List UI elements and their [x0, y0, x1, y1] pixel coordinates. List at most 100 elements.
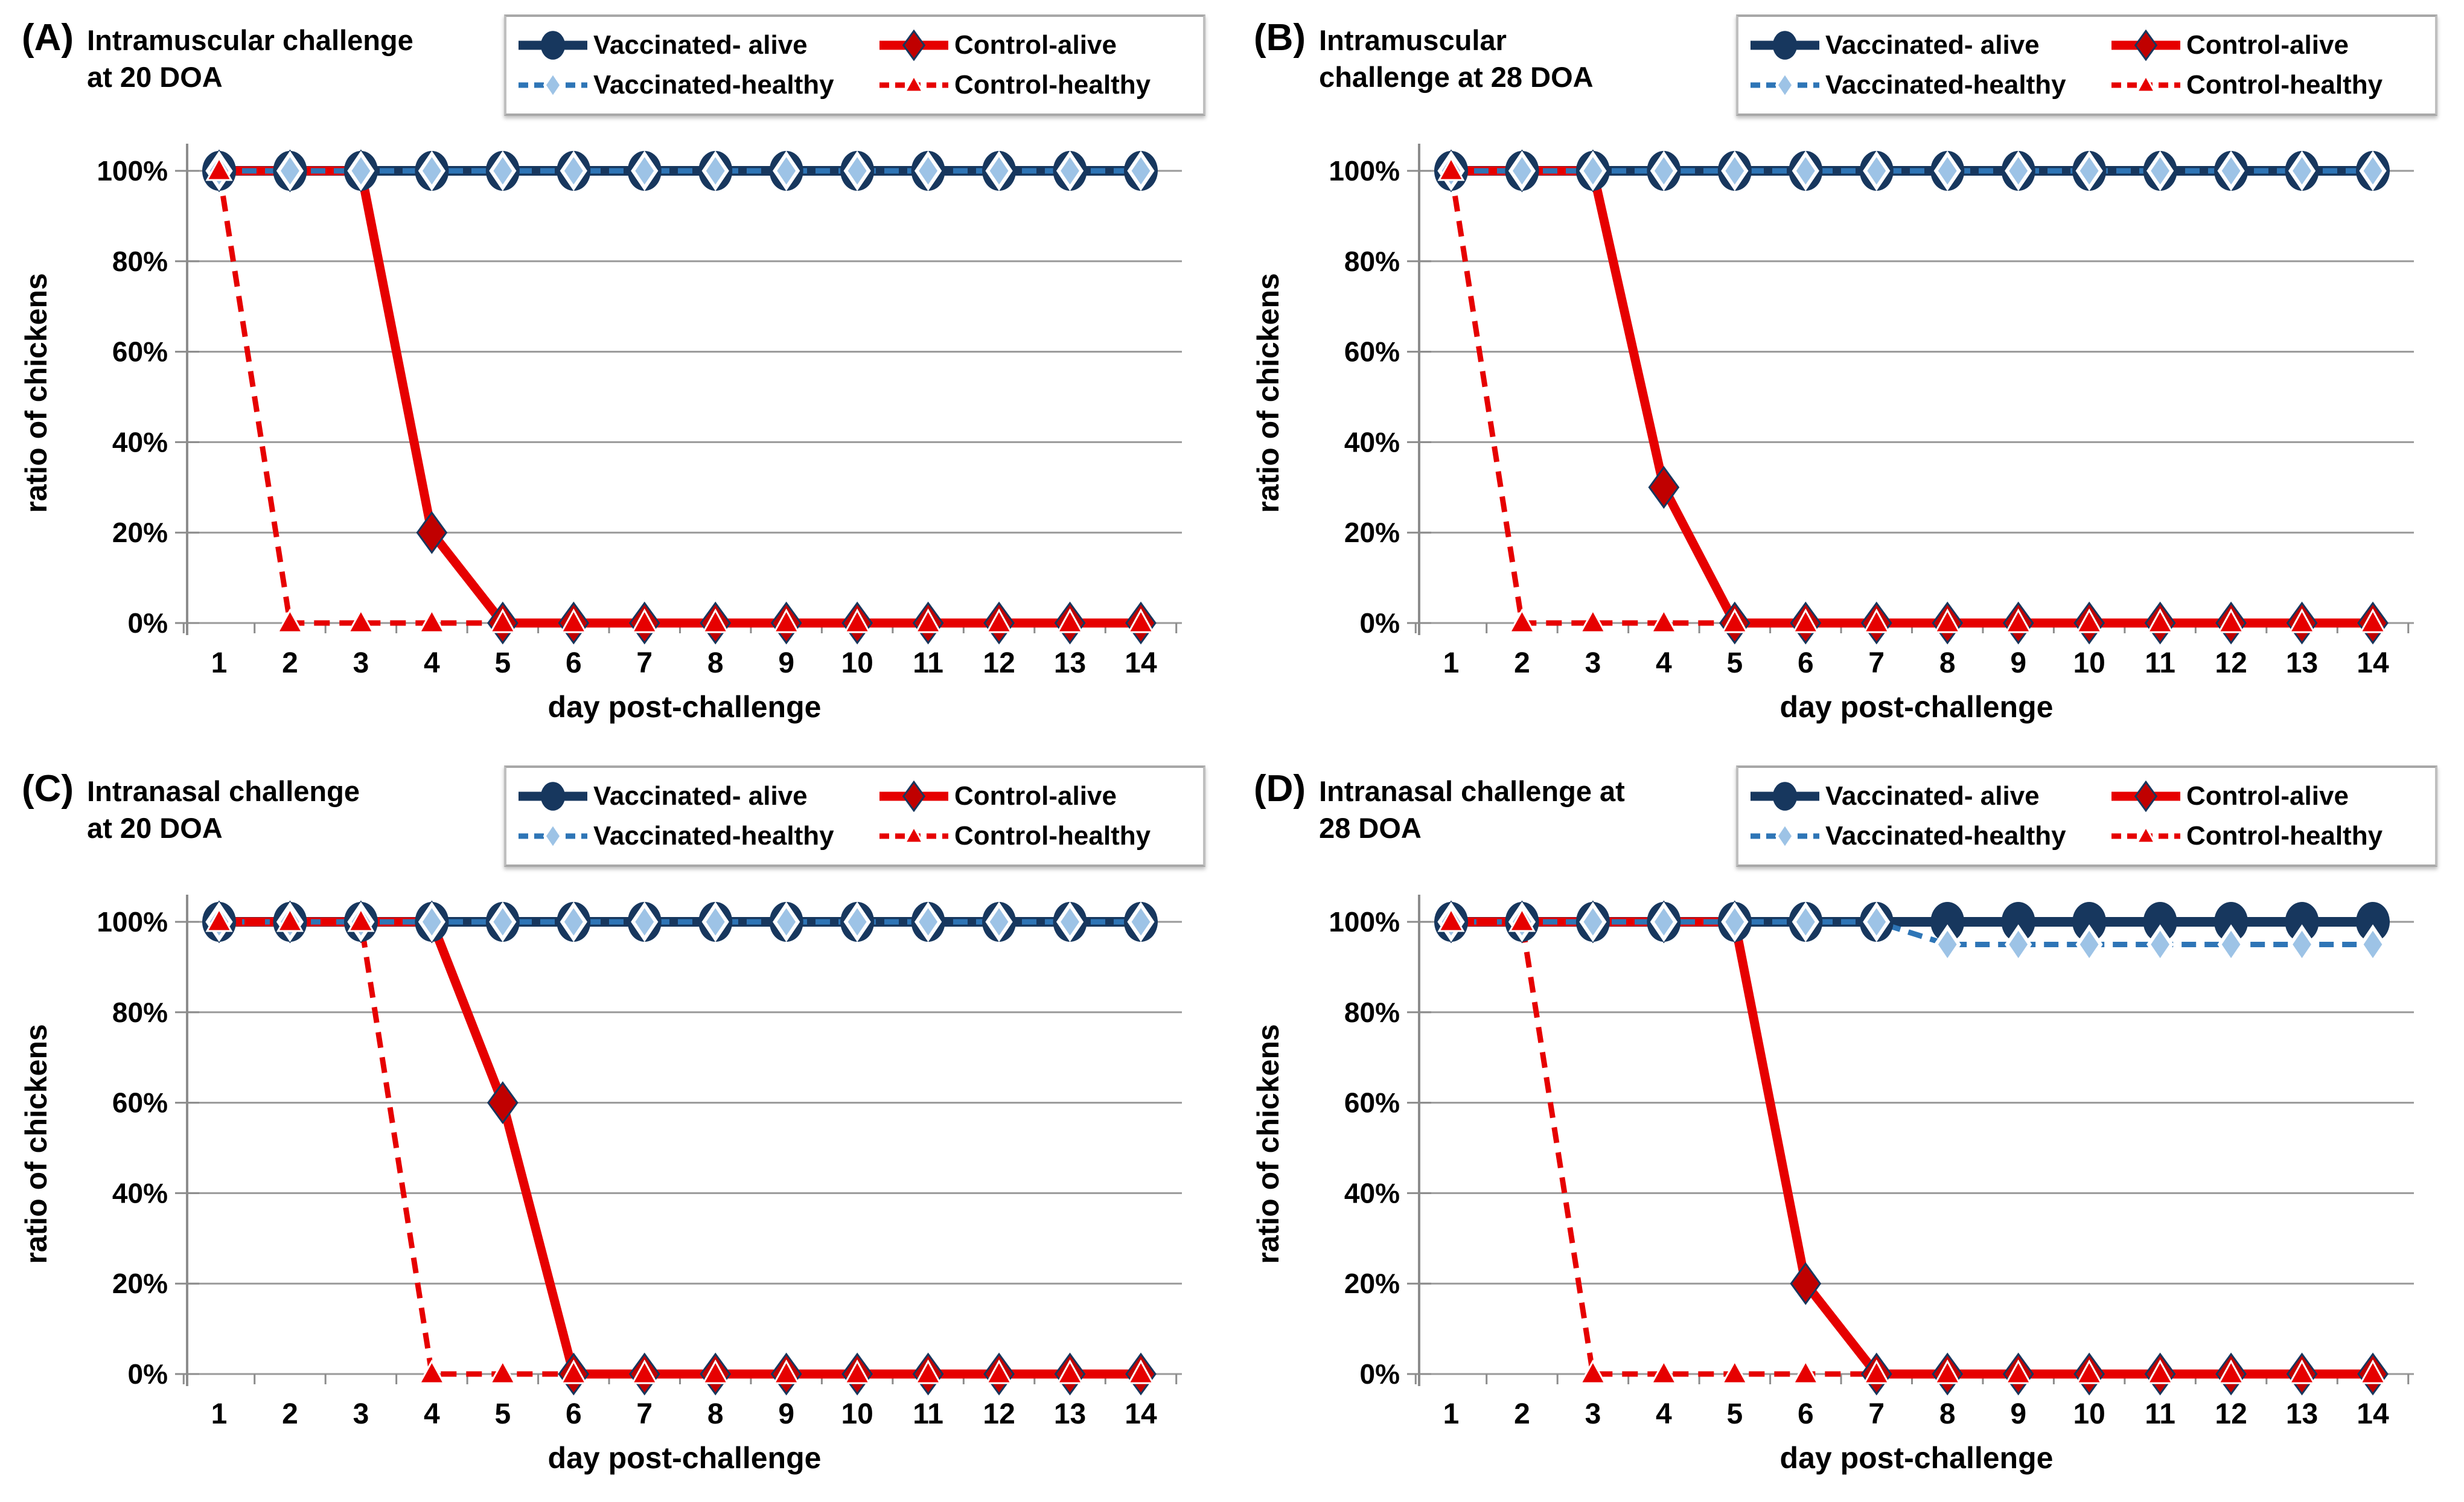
legend-label: Vaccinated- alive	[593, 781, 808, 811]
line-vaccinated_healthy	[1451, 919, 2373, 947]
tick-labels: 0%20%40%60%80%100%1 2 3 4 5 6 7 8 9 10 11 12 13 14	[97, 155, 1157, 679]
legend-entry-vaccinated-healthy: Vaccinated-healthy	[1748, 820, 2109, 852]
legend-label: Control-healthy	[2186, 70, 2383, 100]
svg-text:13: 13	[1054, 647, 1086, 679]
panel-d-title-line2: 28 DOA	[1319, 812, 1422, 845]
svg-text:20%: 20%	[112, 517, 168, 548]
svg-text:3: 3	[1585, 1398, 1601, 1430]
vaccinated-alive-line-icon	[519, 781, 587, 811]
legend-label: Control-healthy	[2186, 821, 2383, 851]
legend-entry-vaccinated-alive: Vaccinated- alive	[516, 30, 877, 61]
legend-label: Vaccinated- alive	[593, 30, 808, 60]
svg-text:100%: 100%	[1329, 155, 1400, 187]
svg-text:6: 6	[1798, 1398, 1814, 1430]
x-axis-title: day post-challenge	[547, 1441, 822, 1475]
axes	[175, 144, 1178, 635]
control-healthy-line-icon	[879, 825, 948, 844]
svg-text:14: 14	[1125, 647, 1157, 679]
vaccinated-alive-line-icon	[1751, 781, 1819, 811]
svg-text:20%: 20%	[112, 1268, 168, 1299]
panel-a-title-line1: Intramuscular challenge	[87, 24, 413, 56]
panel-b-title: Intramuscular challenge at 28 DOA	[1319, 18, 1594, 95]
legend: Vaccinated- alive Control-alive Vaccinat…	[504, 765, 1205, 867]
legend-entry-control-healthy: Control-healthy	[877, 820, 1193, 852]
svg-text:80%: 80%	[112, 246, 168, 277]
chart-plot-b: 0%20%40%60%80%100%1 2 3 4 5 6 7 8 9 10 11 12 13 14	[1329, 144, 2414, 679]
legend-entry-control-healthy: Control-healthy	[877, 69, 1193, 101]
x-axis-title: day post-challenge	[1779, 690, 2054, 724]
svg-text:10: 10	[841, 1398, 873, 1430]
y-axis-title: ratio of chickens	[1251, 273, 1285, 513]
y-axis-title: ratio of chickens	[19, 273, 53, 513]
vaccinated-alive-line-icon	[1751, 30, 1819, 60]
line-control_healthy	[1451, 919, 2373, 1377]
control-alive-line-icon	[2111, 29, 2180, 61]
control-alive-line-icon	[879, 29, 948, 61]
svg-text:100%: 100%	[97, 155, 168, 187]
markers-control_healthy	[205, 907, 1155, 1384]
svg-text:7: 7	[636, 647, 653, 679]
svg-text:12: 12	[983, 1398, 1015, 1430]
line-control_alive	[1451, 917, 2373, 1379]
legend-entry-control-alive: Control-alive	[877, 29, 1193, 61]
series-markers	[202, 149, 1158, 645]
control-alive-line-icon	[879, 780, 948, 812]
legend-label: Vaccinated-healthy	[593, 70, 834, 100]
panel-a-label: (A)	[22, 17, 74, 59]
vaccinated-alive-line-icon	[519, 30, 587, 60]
legend-entry-vaccinated-alive: Vaccinated- alive	[516, 781, 877, 812]
svg-text:10: 10	[2073, 1398, 2105, 1430]
svg-text:40%: 40%	[112, 426, 168, 458]
svg-text:60%: 60%	[112, 1087, 168, 1119]
x-axis-title: day post-challenge	[1779, 1441, 2054, 1475]
control-healthy-line-icon	[2111, 825, 2180, 844]
markers-vaccinated_healthy	[1437, 150, 2387, 191]
svg-text:8: 8	[1939, 1398, 1956, 1430]
legend-label: Control-healthy	[954, 821, 1151, 851]
panel-d: (D) Intranasal challenge at 28 DOA Vacci…	[1232, 751, 2464, 1502]
svg-text:2: 2	[282, 1398, 298, 1430]
axes	[1407, 144, 2410, 635]
panel-b-title-block: (B) Intramuscular challenge at 28 DOA	[1254, 18, 1594, 95]
svg-text:10: 10	[2073, 647, 2105, 679]
svg-text:40%: 40%	[1344, 426, 1400, 458]
panel-b-label: (B)	[1254, 17, 1306, 59]
svg-text:0%: 0%	[128, 1358, 168, 1390]
panel-a-title-block: (A) Intramuscular challenge at 20 DOA	[22, 18, 413, 95]
legend-label: Vaccinated-healthy	[1825, 70, 2066, 100]
vaccinated-healthy-line-icon	[519, 822, 587, 851]
legend-label: Control-alive	[954, 781, 1117, 811]
svg-text:11: 11	[913, 1398, 943, 1430]
vaccinated-healthy-line-icon	[519, 71, 587, 100]
svg-text:5: 5	[494, 1398, 511, 1430]
tick-labels: 0%20%40%60%80%100%1 2 3 4 5 6 7 8 9 10 11 12 13 14	[1329, 906, 2389, 1430]
markers-control_healthy	[205, 156, 1155, 633]
svg-text:7: 7	[636, 1398, 653, 1430]
series-lines	[216, 166, 1141, 628]
gridlines	[1419, 170, 2414, 624]
svg-text:1: 1	[1443, 1398, 1460, 1430]
chart-plot-a: 0%20%40%60%80%100%1 2 3 4 5 6 7 8 9 10 11 12 13 14	[97, 144, 1182, 679]
svg-text:8: 8	[1939, 647, 1956, 679]
svg-text:8: 8	[707, 1398, 724, 1430]
svg-text:6: 6	[1798, 647, 1814, 679]
svg-text:3: 3	[353, 1398, 369, 1430]
series-lines	[1451, 917, 2373, 1379]
line-control_alive	[219, 166, 1141, 628]
svg-text:13: 13	[2286, 647, 2318, 679]
markers-control_healthy	[1437, 907, 2387, 1384]
panel-b: (B) Intramuscular challenge at 28 DOA Va…	[1232, 0, 2464, 751]
legend-label: Vaccinated- alive	[1825, 781, 2040, 811]
panel-c-title-line1: Intranasal challenge	[87, 775, 360, 807]
svg-text:20%: 20%	[1344, 517, 1400, 548]
legend-label: Control-alive	[2186, 30, 2349, 60]
svg-text:9: 9	[778, 1398, 794, 1430]
panel-b-title-line1: Intramuscular	[1319, 24, 1507, 56]
svg-text:80%: 80%	[1344, 997, 1400, 1028]
markers-control_alive	[1435, 149, 2389, 645]
line-control_healthy	[216, 170, 1141, 626]
svg-text:60%: 60%	[1344, 336, 1400, 368]
svg-text:1: 1	[1443, 647, 1460, 679]
series-lines	[219, 917, 1141, 1379]
svg-text:4: 4	[1656, 1398, 1672, 1430]
